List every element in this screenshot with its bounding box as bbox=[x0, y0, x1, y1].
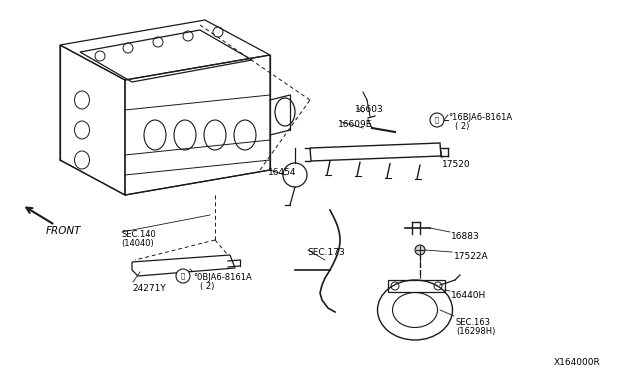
Text: ( 2): ( 2) bbox=[200, 282, 214, 291]
Text: 16440H: 16440H bbox=[451, 291, 486, 300]
Text: FRONT: FRONT bbox=[46, 226, 81, 236]
Text: °0BJA6-8161A: °0BJA6-8161A bbox=[193, 273, 252, 282]
Text: Ⓑ: Ⓑ bbox=[435, 117, 439, 123]
Text: SEC.163: SEC.163 bbox=[456, 318, 491, 327]
Text: SEC.173: SEC.173 bbox=[307, 248, 345, 257]
Text: Ⓑ: Ⓑ bbox=[181, 273, 185, 279]
Text: 16609E: 16609E bbox=[338, 120, 372, 129]
Text: SEC.140: SEC.140 bbox=[121, 230, 156, 239]
Text: 24271Y: 24271Y bbox=[132, 284, 166, 293]
Text: X164000R: X164000R bbox=[554, 358, 601, 367]
Text: ( 2): ( 2) bbox=[455, 122, 469, 131]
Text: 17522A: 17522A bbox=[454, 252, 488, 261]
Text: 16603: 16603 bbox=[355, 105, 384, 114]
Text: 17520: 17520 bbox=[442, 160, 470, 169]
Circle shape bbox=[430, 113, 444, 127]
Circle shape bbox=[415, 245, 425, 255]
Text: (14040): (14040) bbox=[121, 239, 154, 248]
Text: (16298H): (16298H) bbox=[456, 327, 495, 336]
Circle shape bbox=[176, 269, 190, 283]
Text: 16454: 16454 bbox=[268, 168, 296, 177]
Text: °16BJA6-8161A: °16BJA6-8161A bbox=[448, 113, 512, 122]
Text: 16883: 16883 bbox=[451, 232, 480, 241]
